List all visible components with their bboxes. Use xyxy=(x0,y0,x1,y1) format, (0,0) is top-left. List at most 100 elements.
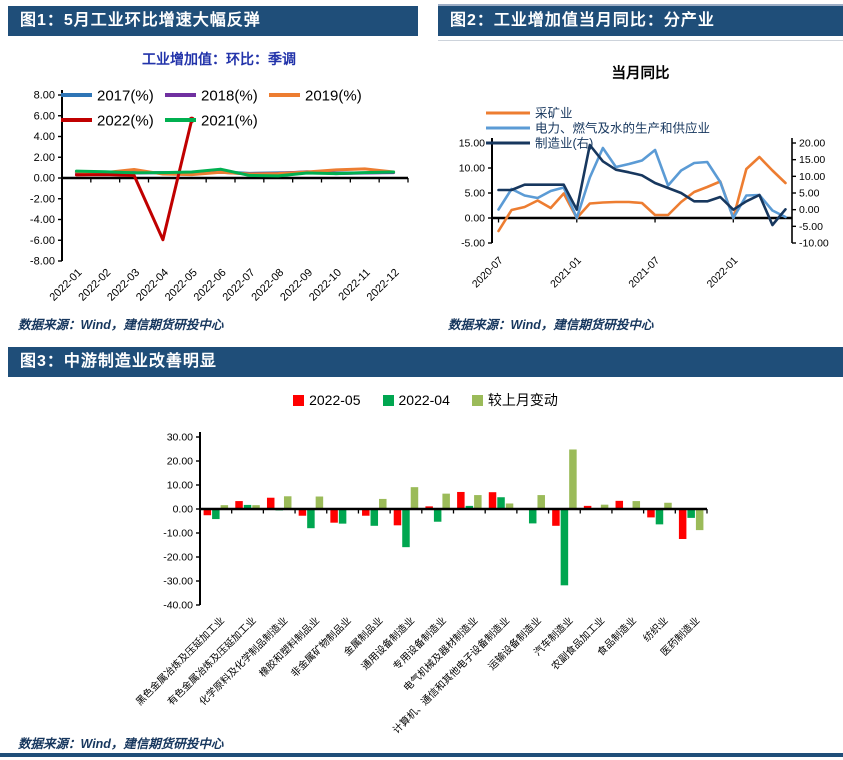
svg-text:-30.00: -30.00 xyxy=(163,576,193,588)
figure3-banner: 图3：中游制造业改善明显 xyxy=(8,347,843,377)
figure2-banner-top-rule xyxy=(438,4,843,6)
svg-text:20.00: 20.00 xyxy=(167,456,193,468)
bar xyxy=(283,496,292,509)
svg-text:-2.00: -2.00 xyxy=(30,193,55,205)
series-line xyxy=(497,143,787,227)
svg-text:-40.00: -40.00 xyxy=(163,600,193,612)
bar xyxy=(537,495,545,509)
svg-text:2022-01: 2022-01 xyxy=(705,255,741,291)
svg-text:2.00: 2.00 xyxy=(34,152,55,164)
svg-text:农副食品加工业: 农副食品加工业 xyxy=(549,614,608,673)
legend-label: 2017(%) xyxy=(97,87,154,104)
bar xyxy=(600,504,609,509)
bar xyxy=(235,501,243,509)
bar xyxy=(678,509,687,539)
svg-text:2021-07: 2021-07 xyxy=(626,255,662,291)
svg-text:6.00: 6.00 xyxy=(34,110,55,122)
bar xyxy=(266,497,275,509)
svg-text:通用设备制造业: 通用设备制造业 xyxy=(358,614,417,673)
svg-text:0.00: 0.00 xyxy=(799,204,820,216)
bar xyxy=(442,493,450,509)
page-bottom-rule xyxy=(0,753,843,757)
svg-text:30.00: 30.00 xyxy=(167,432,193,444)
bar xyxy=(433,509,442,522)
legend-label: 2022-05 xyxy=(309,392,361,408)
bar xyxy=(203,509,212,516)
svg-text:0.00: 0.00 xyxy=(465,213,486,225)
svg-text:计算机、通信和其他电子设备制造业: 计算机、通信和其他电子设备制造业 xyxy=(390,614,512,736)
bar xyxy=(615,500,624,509)
svg-text:0.00: 0.00 xyxy=(34,173,55,185)
bar xyxy=(552,509,560,526)
svg-text:20.00: 20.00 xyxy=(799,138,825,150)
bar xyxy=(370,509,379,526)
chart1-line-chart: 8.00 6.00 4.00 2.00 0.00 -2.00 -4.00 -6.00 -8.00… xyxy=(30,87,409,304)
svg-text:15.00: 15.00 xyxy=(459,138,485,150)
bar xyxy=(528,509,537,524)
svg-text:-5.00: -5.00 xyxy=(461,238,485,250)
svg-text:-20.00: -20.00 xyxy=(163,552,193,564)
svg-text:-5.00: -5.00 xyxy=(799,221,823,233)
svg-text:-8.00: -8.00 xyxy=(30,256,55,268)
svg-text:10.00: 10.00 xyxy=(799,171,825,183)
chart2-line-chart: 15.00 10.00 5.00 0.00 -5.00 20.00 15.00 10.00 5.… xyxy=(459,107,829,291)
chart2-source: 数据来源：Wind，建信期货研投中心 xyxy=(448,318,654,332)
chart3-bar-chart: 30.00 20.00 10.00 0.00 -10.00 -20.00 -30.00 -40… xyxy=(133,432,708,736)
bar xyxy=(402,509,410,548)
bar xyxy=(497,497,505,509)
bar xyxy=(465,505,474,509)
bar xyxy=(488,492,497,509)
bar xyxy=(569,449,577,509)
bar xyxy=(338,509,347,524)
svg-text:专用设备制造业: 专用设备制造业 xyxy=(390,614,449,673)
svg-text:-6.00: -6.00 xyxy=(30,235,55,247)
legend-swatch xyxy=(293,394,305,406)
svg-text:-4.00: -4.00 xyxy=(30,214,55,226)
legend-label: 2021(%) xyxy=(201,112,258,129)
chart1-subtitle: 工业增加值：环比：季调 xyxy=(142,51,296,67)
legend-label: 2019(%) xyxy=(305,87,362,104)
bar xyxy=(632,501,641,509)
svg-text:5.00: 5.00 xyxy=(799,188,820,200)
series-line xyxy=(497,146,787,220)
figure2-banner: 图2：工业增加值当月同比：分产业 xyxy=(438,6,843,36)
legend-swatch xyxy=(382,394,394,406)
bar xyxy=(330,509,338,523)
legend-label: 2022-04 xyxy=(398,392,450,408)
chart3-legend: 2022-05 2022-04 较上月变动 xyxy=(8,390,843,410)
legend-label: 制造业(右) xyxy=(535,136,593,151)
series-line xyxy=(74,167,396,178)
svg-text:运输设备制造业: 运输设备制造业 xyxy=(485,614,544,673)
svg-text:10.00: 10.00 xyxy=(167,480,193,492)
chart1-source: 数据来源：Wind，建信期货研投中心 xyxy=(18,318,224,332)
series-line xyxy=(74,118,194,242)
svg-text:-10.00: -10.00 xyxy=(799,238,829,250)
legend-item: 2022-04 xyxy=(382,392,450,408)
svg-text:8.00: 8.00 xyxy=(34,90,55,102)
bar xyxy=(393,509,402,526)
legend-label: 采矿业 xyxy=(535,107,573,121)
bar xyxy=(315,496,324,509)
svg-text:纺织业: 纺织业 xyxy=(640,614,670,644)
svg-text:2022-12: 2022-12 xyxy=(365,267,402,304)
bar xyxy=(647,509,655,518)
svg-text:5.00: 5.00 xyxy=(465,188,486,200)
legend-swatch xyxy=(471,394,483,406)
legend-label: 2022(%) xyxy=(97,112,154,129)
bar xyxy=(298,509,307,516)
bar xyxy=(212,509,220,520)
bar xyxy=(687,509,695,518)
bar xyxy=(457,491,465,509)
series-line xyxy=(497,155,787,233)
svg-text:-10.00: -10.00 xyxy=(163,528,193,540)
bar xyxy=(220,505,229,509)
bar xyxy=(243,504,252,509)
chart2-title: 当月同比 xyxy=(611,66,670,82)
chart3-source: 数据来源：Wind，建信期货研投中心 xyxy=(18,737,224,751)
bar xyxy=(695,509,704,531)
bar xyxy=(560,509,569,586)
svg-text:10.00: 10.00 xyxy=(459,163,485,175)
bar xyxy=(655,509,664,525)
legend-item: 2022-05 xyxy=(293,392,361,408)
